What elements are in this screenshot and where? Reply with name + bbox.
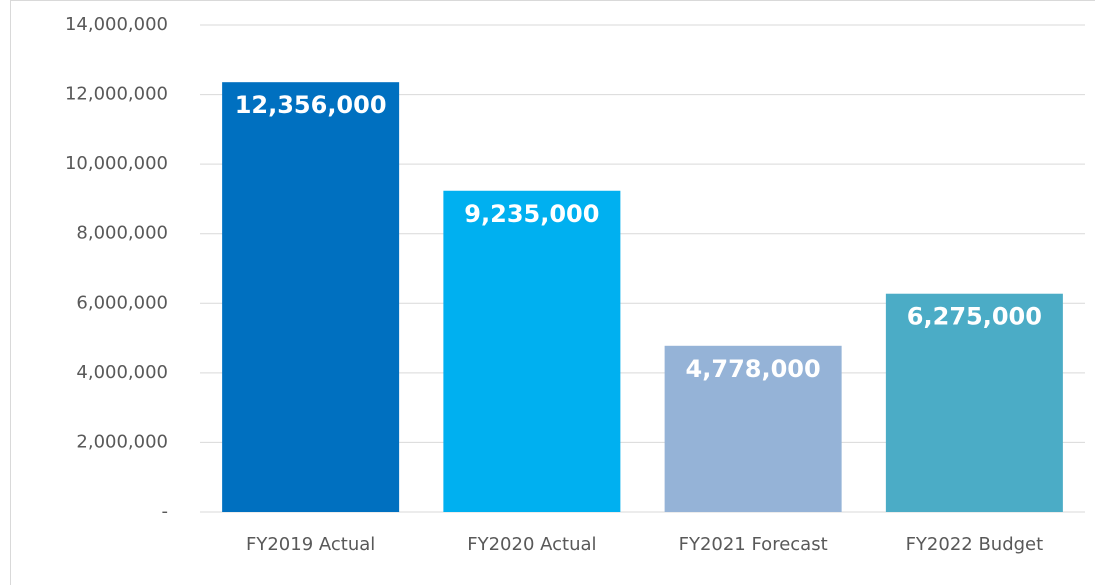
- bar: [443, 190, 621, 513]
- y-tick-label: 2,000,000: [76, 431, 168, 452]
- chart-frame: [10, 0, 1095, 585]
- value-label: 4,778,000: [686, 355, 821, 383]
- bar: [222, 82, 400, 512]
- x-tick-label: FY2020 Actual: [467, 534, 596, 555]
- y-tick-label: -: [162, 501, 169, 522]
- value-label: 12,356,000: [235, 91, 387, 119]
- bar: [664, 345, 842, 512]
- x-tick-label: FY2019 Actual: [246, 534, 375, 555]
- x-tick-label: FY2021 Forecast: [679, 534, 828, 555]
- bar: [885, 293, 1063, 512]
- y-tick-label: 4,000,000: [76, 362, 168, 383]
- y-tick-label: 10,000,000: [65, 153, 168, 174]
- y-tick-label: 12,000,000: [65, 84, 168, 105]
- value-label: 9,235,000: [464, 200, 599, 228]
- x-tick-label: FY2022 Budget: [906, 534, 1044, 555]
- value-label: 6,275,000: [907, 303, 1042, 331]
- y-tick-label: 6,000,000: [76, 292, 168, 313]
- y-tick-label: 8,000,000: [76, 223, 168, 244]
- y-tick-label: 14,000,000: [65, 14, 168, 35]
